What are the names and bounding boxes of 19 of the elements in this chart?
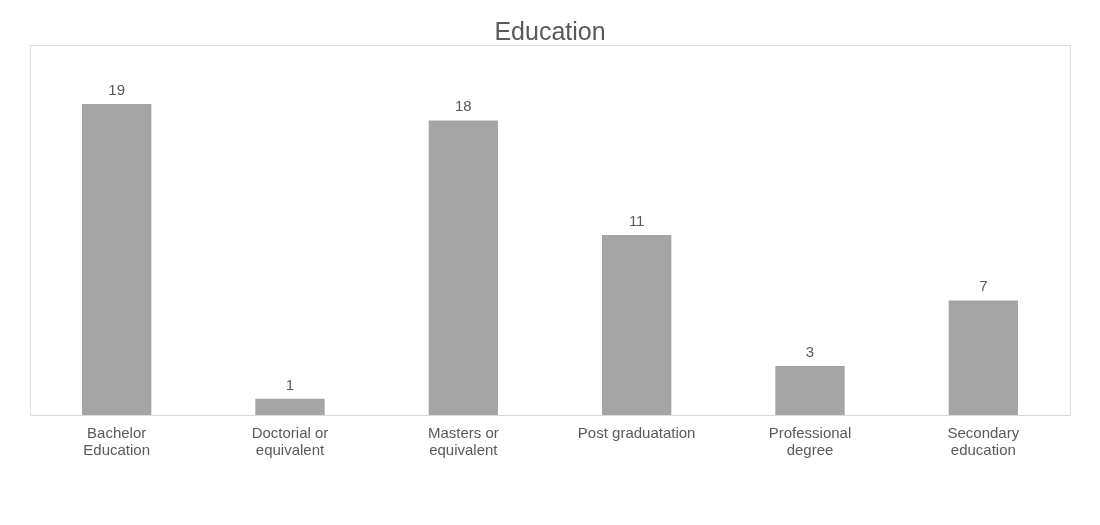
x-tick-label: Post graduatation [577,423,696,441]
bar [82,104,152,415]
x-tick-label: Secondary education [947,423,1020,458]
x-tick-label: Doctorial or equivalent [251,423,329,458]
x-tick-label: Masters or equivalent [427,423,499,458]
data-label: 7 [979,277,988,295]
bar [602,234,672,415]
data-label: 1 [285,375,295,393]
x-tick-label: Professional degree [768,423,852,458]
chart-title: Education [494,17,606,45]
data-label: 18 [454,97,472,115]
data-label: 3 [805,342,815,360]
bar [948,300,1018,415]
data-label: 19 [108,81,126,99]
bar [428,120,498,415]
bar [775,365,845,415]
bar [255,398,325,415]
x-tick-label: Bachelor Education [83,423,151,458]
data-label: 11 [628,211,645,229]
